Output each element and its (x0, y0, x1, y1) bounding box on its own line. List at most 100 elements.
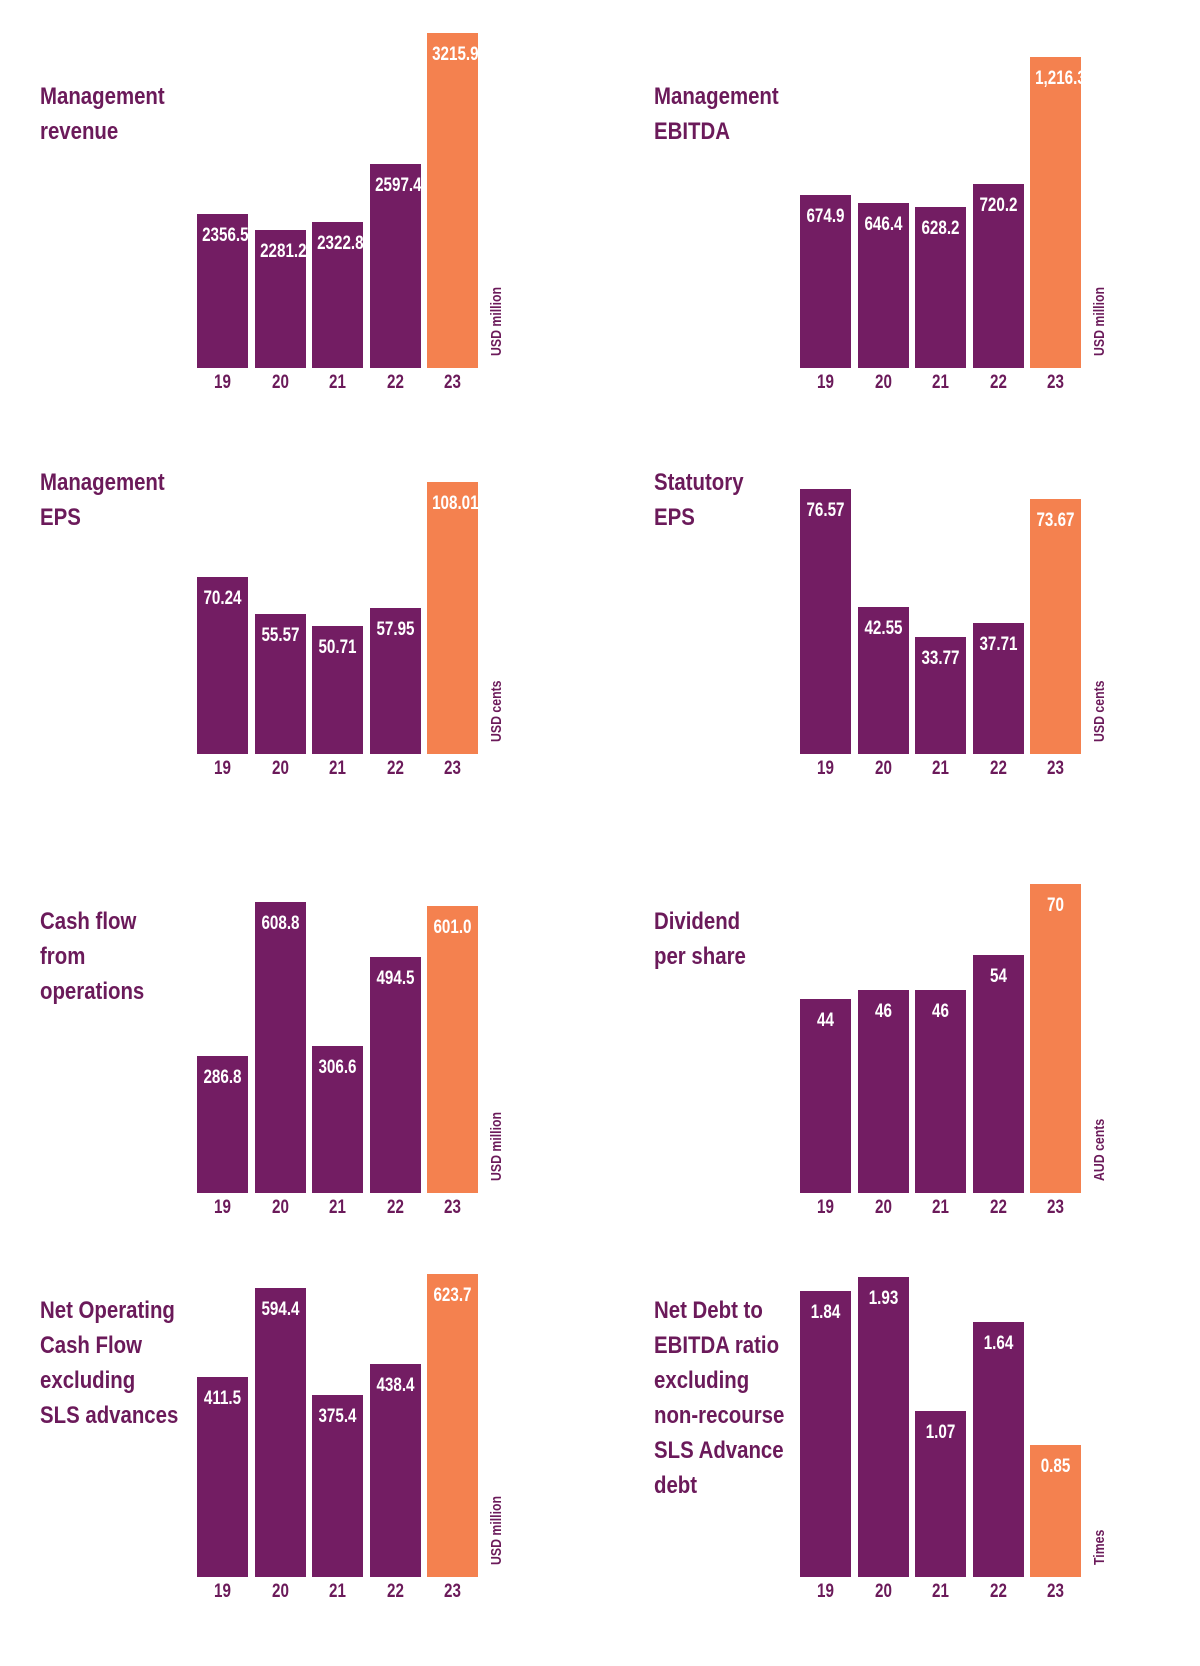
bar-fy19: 411.5 (197, 1377, 248, 1577)
chart-title-line: Cash Flow (40, 1332, 143, 1359)
x-axis-label: 19 (214, 1197, 231, 1218)
x-axis-label: 20 (272, 758, 289, 779)
bar-value-label: 3215.9 (432, 44, 479, 65)
x-axis-label: 22 (387, 1581, 404, 1602)
bar-fy19: 1.84 (800, 1291, 851, 1577)
bar-fy21: 33.77 (915, 637, 966, 754)
bar-value-label: 46 (875, 1001, 892, 1022)
chart-title-line: EBITDA (654, 118, 730, 145)
bar-fy23: 73.67 (1030, 499, 1081, 754)
bar-fy22: 54 (973, 955, 1024, 1193)
bar-fy23: 1,216.3 (1030, 57, 1086, 368)
bar-fy21: 50.71 (312, 626, 363, 754)
bar-value-label: 674.9 (806, 206, 845, 227)
chart-title-line: EBITDA ratio (654, 1332, 780, 1359)
bar-value-label: 1,216.3 (1035, 68, 1086, 89)
x-axis-label: 23 (444, 372, 461, 393)
bar-fy19: 76.57 (800, 489, 851, 754)
chart-title-line: SLS Advance (654, 1437, 784, 1464)
x-axis-label: 23 (444, 1581, 461, 1602)
x-axis-label: 23 (444, 1197, 461, 1218)
bar-value-label: 411.5 (203, 1388, 242, 1409)
bar-value-label: 2322.8 (317, 233, 364, 254)
chart-title: Net Debt to EBITDA ratio excluding non-reco… (654, 1293, 784, 1503)
bar-fy19: 286.8 (197, 1056, 248, 1193)
x-axis-label: 20 (875, 758, 892, 779)
bar-value-label: 306.6 (318, 1057, 357, 1078)
bar-fy20: 42.55 (858, 607, 909, 754)
bar-value-label: 76.57 (806, 500, 845, 521)
x-axis-label: 23 (1047, 372, 1064, 393)
chart-title: Statutory EPS (654, 465, 744, 535)
bar-value-label: 2597.4 (375, 175, 422, 196)
bar-fy22: 438.4 (370, 1364, 421, 1577)
chart-title-line: per share (654, 943, 746, 970)
chart-title: Net Operating Cash Flow excluding SLS advan… (40, 1293, 178, 1433)
x-axis-label: 21 (932, 1581, 949, 1602)
chart-title-line: revenue (40, 118, 119, 145)
bar-fy19: 44 (800, 999, 851, 1193)
bar-value-label: 646.4 (864, 214, 903, 235)
x-axis-label: 19 (214, 372, 231, 393)
bar-fy23: 623.7 (427, 1274, 478, 1577)
x-axis-label: 19 (214, 1581, 231, 1602)
chart-title-line: excluding (40, 1367, 136, 1394)
x-axis-label: 21 (329, 1581, 346, 1602)
bar-value-label: 1.64 (983, 1333, 1014, 1354)
chart-title-line: Statutory (654, 469, 744, 496)
x-axis-label: 22 (387, 372, 404, 393)
bar-fy23: 0.85 (1030, 1445, 1081, 1577)
bar-fy22: 57.95 (370, 608, 421, 754)
x-axis-label: 22 (990, 372, 1007, 393)
x-axis-label: 21 (932, 372, 949, 393)
x-axis-label: 20 (875, 1581, 892, 1602)
x-axis-label: 22 (990, 1581, 1007, 1602)
bar-value-label: 70 (1047, 895, 1064, 916)
chart-title: Management EBITDA (654, 79, 779, 149)
chart-title-line: operations (40, 978, 145, 1005)
bar-fy20: 46 (858, 990, 909, 1193)
bar-fy21: 306.6 (312, 1046, 363, 1193)
bar-fy20: 608.8 (255, 902, 306, 1193)
bar-fy20: 1.93 (858, 1277, 909, 1577)
chart-title-line: EPS (654, 504, 695, 531)
bar-fy22: 720.2 (973, 184, 1024, 368)
bar-fy20: 2281.2 (255, 230, 307, 368)
x-axis-label: 22 (387, 1197, 404, 1218)
chart-title-line: Cash flow (40, 908, 137, 935)
bar-value-label: 33.77 (921, 648, 960, 669)
bar-fy23: 3215.9 (427, 33, 479, 368)
bar-value-label: 0.85 (1040, 1456, 1071, 1477)
x-axis-label: 20 (875, 1197, 892, 1218)
bar-value-label: 601.0 (433, 917, 472, 938)
bar-fy22: 494.5 (370, 957, 421, 1193)
chart-title-line: non-recourse (654, 1402, 785, 1429)
x-axis-label: 23 (1047, 758, 1064, 779)
bar-value-label: 594.4 (261, 1299, 300, 1320)
bar-value-label: 2356.5 (202, 225, 249, 246)
bar-fy22: 1.64 (973, 1322, 1024, 1577)
chart-title: Management revenue (40, 79, 165, 149)
bar-value-label: 1.07 (925, 1422, 956, 1443)
bar-value-label: 2281.2 (260, 241, 307, 262)
x-axis-label: 19 (214, 758, 231, 779)
chart-title-line: Management (654, 83, 779, 110)
x-axis-label: 22 (387, 758, 404, 779)
bar-fy20: 55.57 (255, 614, 306, 754)
chart-title-line: SLS advances (40, 1402, 179, 1429)
bar-value-label: 55.57 (261, 625, 300, 646)
x-axis-label: 22 (990, 758, 1007, 779)
bar-value-label: 286.8 (203, 1067, 242, 1088)
x-axis-label: 21 (932, 1197, 949, 1218)
chart-title-line: EPS (40, 504, 81, 531)
x-axis-label: 19 (817, 758, 834, 779)
bar-value-label: 1.93 (868, 1288, 899, 1309)
chart-title-line: from (40, 943, 86, 970)
bar-value-label: 720.2 (979, 195, 1018, 216)
bar-fy23: 108.01 (427, 482, 479, 754)
